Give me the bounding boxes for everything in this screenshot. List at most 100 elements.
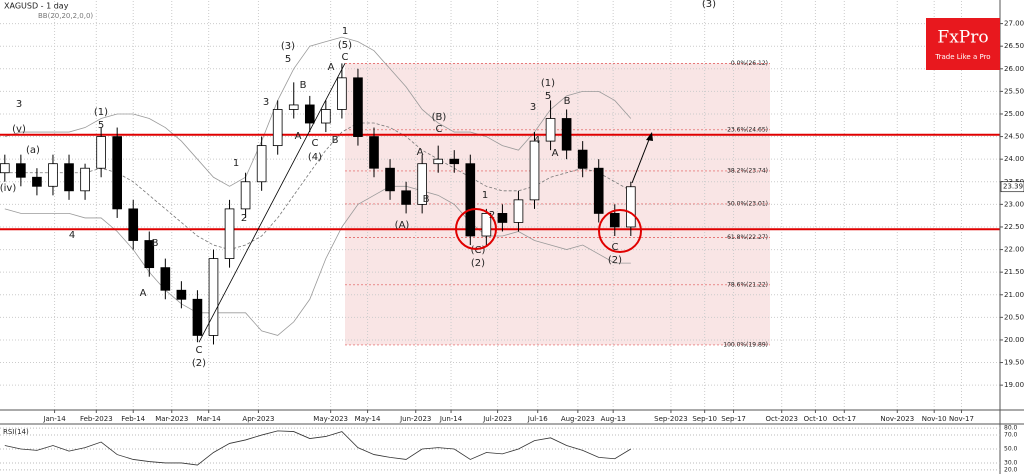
candle-body — [144, 240, 155, 269]
x-tick-label: Jan-14 — [42, 415, 66, 423]
wave-label: (B) — [432, 112, 447, 123]
wave-label: 1 — [233, 158, 239, 169]
wave-label: B — [332, 135, 339, 146]
wave-label: (5) — [338, 40, 352, 51]
brand-tagline: Trade Like a Pro — [934, 53, 990, 61]
subtitle: BB(20,20,2,0,0) — [38, 12, 93, 20]
candle-body — [417, 163, 427, 205]
wave-label: 3 — [263, 97, 269, 108]
x-tick-label: Jul-2023 — [482, 415, 512, 423]
wave-label: 5 — [98, 120, 104, 131]
fib-label: 38.2%(23.74) — [727, 167, 768, 174]
y-tick-label: 27.00 — [1004, 20, 1024, 28]
rsi-title: RSI(14) — [3, 428, 29, 436]
y-tick-label: 19.00 — [1004, 381, 1024, 389]
x-tick-label: Oct-17 — [833, 415, 857, 423]
candle-body — [609, 213, 620, 228]
wave-label: (1) — [541, 78, 555, 89]
candle-body — [176, 289, 187, 300]
wave-label: 1 — [342, 26, 348, 37]
chart-title: XAGUSD - 1 day — [4, 2, 69, 11]
fib-label: 61.8%(22.27) — [727, 234, 768, 241]
forecast-arrow — [631, 136, 651, 184]
candle-body — [545, 118, 556, 142]
candle-body — [529, 140, 540, 201]
wave-label: C — [436, 124, 443, 135]
candle-body — [80, 167, 90, 192]
y-tick-label: 24.50 — [1004, 133, 1024, 141]
wave-label: C — [312, 138, 319, 149]
candle-body — [256, 145, 267, 183]
last-price-box — [1000, 181, 1024, 193]
y-tick-label: 25.00 — [1004, 110, 1024, 118]
x-tick-label: Aug-2023 — [561, 415, 595, 423]
wave-label: B — [152, 238, 159, 249]
candle-body — [465, 163, 476, 237]
y-tick-label: 21.00 — [1004, 291, 1024, 299]
candle-body — [48, 163, 58, 187]
x-tick-label: Nov-10 — [922, 415, 947, 423]
fib-label: 23.6%(24.65) — [727, 126, 768, 133]
wave-label: C — [612, 242, 619, 253]
candle-body — [128, 208, 139, 241]
y-tick-label: 26.50 — [1004, 42, 1024, 50]
rsi-tick-label: 30.0 — [1004, 459, 1018, 466]
x-tick-label: May-2023 — [313, 415, 348, 423]
wave-label: (C) — [471, 245, 486, 256]
candle-body — [224, 208, 235, 260]
candle-body — [401, 190, 411, 205]
x-tick-label: Nov-2023 — [880, 415, 914, 423]
rsi-line — [4, 430, 632, 466]
wave-label: 3 — [16, 99, 22, 110]
candle-body — [321, 109, 331, 124]
wave-label: 4 — [69, 230, 75, 241]
rsi-tick-label: 80.0 — [1004, 425, 1018, 432]
x-tick-label: Sep-10 — [692, 415, 717, 423]
arrow-head — [646, 132, 653, 141]
x-tick-label: Jun-14 — [439, 415, 463, 423]
x-tick-label: Jul-16 — [527, 415, 548, 423]
candle-body — [32, 176, 42, 187]
bollinger-band — [4, 36, 632, 187]
bollinger-band — [4, 185, 631, 336]
wave-label: 1 — [482, 190, 488, 201]
candle-body — [385, 167, 395, 192]
candle-body — [353, 77, 363, 137]
candle-body — [561, 118, 572, 151]
candle-body — [593, 167, 604, 214]
x-tick-label: Aug-13 — [601, 415, 626, 423]
wave-label: C — [196, 345, 203, 356]
x-tick-label: Oct-10 — [804, 415, 828, 423]
x-tick-label: Feb-2023 — [80, 415, 113, 423]
candle-body — [112, 136, 122, 210]
candle-body — [64, 163, 74, 192]
candle-body — [577, 149, 588, 169]
x-tick-label: Jun-2023 — [399, 415, 431, 423]
wave-label: B — [300, 80, 307, 91]
fib-label: 78.6%(21.22) — [727, 281, 768, 288]
x-tick-label: Sep-2023 — [654, 415, 688, 423]
fib-label: 50.0%(23.01) — [727, 200, 768, 207]
trend-line — [198, 63, 346, 343]
brand-logo — [926, 18, 1000, 70]
wave-label: (A) — [395, 220, 410, 231]
y-tick-label: 22.00 — [1004, 246, 1024, 254]
candle-body — [513, 199, 524, 223]
wave-label: A — [552, 148, 559, 159]
wave-label: 5 — [545, 91, 551, 102]
wave-label: (v) — [12, 124, 26, 135]
x-tick-label: Apr-2023 — [242, 415, 274, 423]
wave-label: 2 — [241, 213, 247, 224]
wave-label: A — [140, 288, 147, 299]
wave-label: 5 — [285, 54, 291, 65]
wave-label: (4) — [308, 152, 322, 163]
candle-body — [240, 181, 251, 210]
candle-body — [369, 136, 379, 169]
candle-body — [449, 158, 460, 165]
candle-body — [497, 213, 508, 223]
y-tick-label: 25.50 — [1004, 87, 1024, 95]
y-tick-label: 23.00 — [1004, 200, 1024, 208]
wave-label: (2) — [608, 255, 622, 266]
y-tick-label: 22.50 — [1004, 223, 1024, 231]
fib-label: 0.0%(26.12) — [731, 60, 768, 67]
